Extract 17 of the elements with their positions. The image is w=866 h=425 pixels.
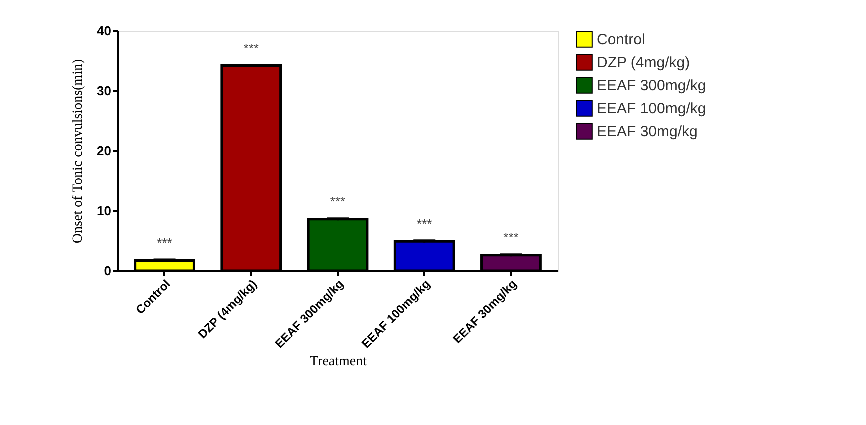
annotation: *** (244, 41, 259, 56)
y-axis-title: Onset of Tonic convulsions(min) (71, 59, 86, 244)
legend-label: EEAF 30mg/kg (597, 124, 698, 140)
y-tick-label: 10 (97, 204, 112, 218)
legend-label: Control (597, 32, 646, 48)
annotation: *** (504, 230, 519, 246)
legend-label: EEAF 300mg/kg (597, 78, 706, 94)
annotation: *** (157, 236, 172, 251)
legend-label: DZP (4mg/kg) (597, 54, 690, 72)
y-tick-label: 20 (97, 144, 112, 158)
x-axis-title: Treatment (310, 354, 368, 370)
y-tick-label: 0 (104, 264, 112, 278)
annotation: *** (417, 216, 432, 232)
annotation: *** (330, 194, 346, 210)
legend-label: EEAF 100mg/kg (597, 100, 706, 118)
y-tick-label: 40 (97, 24, 112, 38)
y-tick-label: 30 (97, 84, 112, 98)
